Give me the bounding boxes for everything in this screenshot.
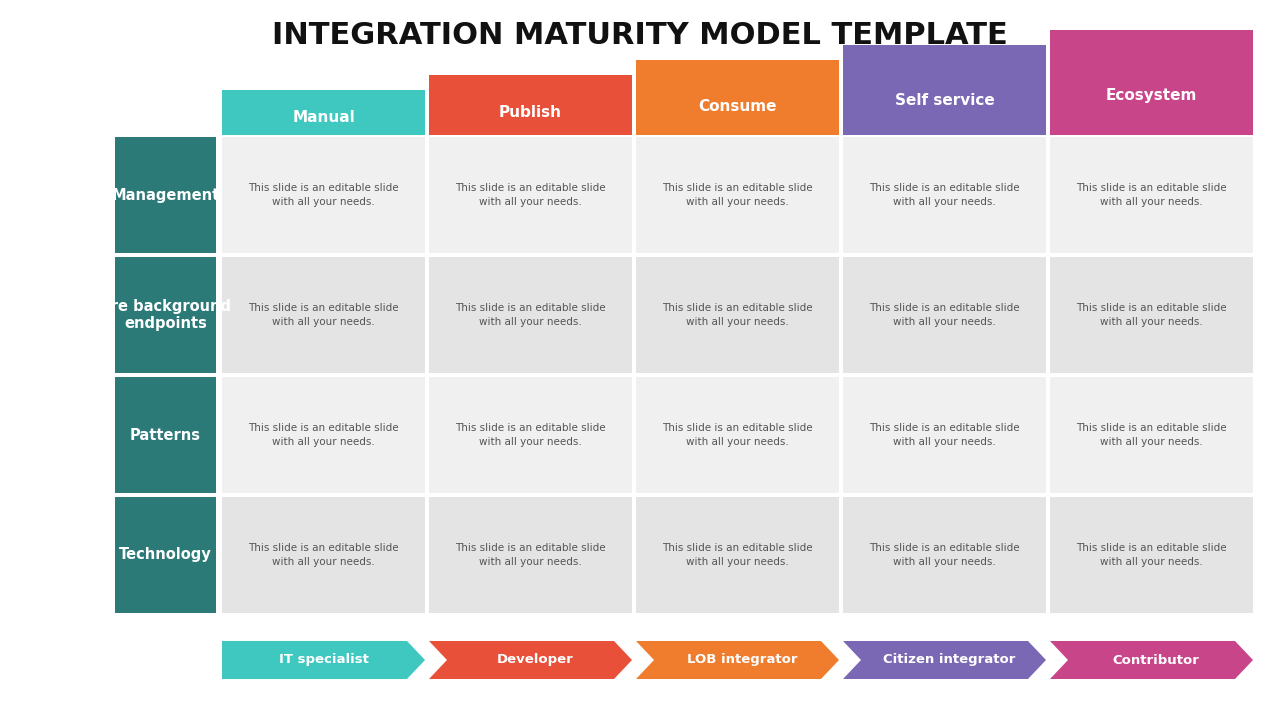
Text: Citizen integrator: Citizen integrator bbox=[883, 654, 1015, 667]
Text: This slide is an editable slide
with all your needs.: This slide is an editable slide with all… bbox=[456, 303, 605, 327]
FancyBboxPatch shape bbox=[636, 60, 838, 135]
FancyBboxPatch shape bbox=[115, 497, 216, 613]
Text: Self service: Self service bbox=[895, 94, 995, 108]
FancyBboxPatch shape bbox=[844, 45, 1046, 135]
FancyBboxPatch shape bbox=[115, 257, 216, 373]
Text: This slide is an editable slide
with all your needs.: This slide is an editable slide with all… bbox=[1076, 183, 1226, 207]
FancyBboxPatch shape bbox=[221, 377, 425, 493]
Text: INTEGRATION MATURITY MODEL TEMPLATE: INTEGRATION MATURITY MODEL TEMPLATE bbox=[273, 20, 1007, 50]
FancyBboxPatch shape bbox=[844, 377, 1046, 493]
Text: This slide is an editable slide
with all your needs.: This slide is an editable slide with all… bbox=[662, 303, 813, 327]
FancyBboxPatch shape bbox=[429, 497, 632, 613]
Text: Consume: Consume bbox=[699, 99, 777, 114]
Text: Publish: Publish bbox=[499, 104, 562, 120]
Text: This slide is an editable slide
with all your needs.: This slide is an editable slide with all… bbox=[456, 543, 605, 567]
Text: This slide is an editable slide
with all your needs.: This slide is an editable slide with all… bbox=[662, 183, 813, 207]
Text: Patterns: Patterns bbox=[131, 428, 201, 443]
Text: This slide is an editable slide
with all your needs.: This slide is an editable slide with all… bbox=[869, 543, 1020, 567]
FancyBboxPatch shape bbox=[221, 497, 425, 613]
Text: Pre background
endpoints: Pre background endpoints bbox=[100, 299, 230, 331]
Text: This slide is an editable slide
with all your needs.: This slide is an editable slide with all… bbox=[1076, 303, 1226, 327]
Text: LOB integrator: LOB integrator bbox=[687, 654, 797, 667]
Polygon shape bbox=[1050, 641, 1253, 679]
Text: This slide is an editable slide
with all your needs.: This slide is an editable slide with all… bbox=[662, 543, 813, 567]
Text: IT specialist: IT specialist bbox=[279, 654, 369, 667]
FancyBboxPatch shape bbox=[429, 75, 632, 135]
Text: This slide is an editable slide
with all your needs.: This slide is an editable slide with all… bbox=[248, 543, 399, 567]
FancyBboxPatch shape bbox=[429, 257, 632, 373]
Text: Contributor: Contributor bbox=[1112, 654, 1199, 667]
Polygon shape bbox=[221, 641, 425, 679]
Text: This slide is an editable slide
with all your needs.: This slide is an editable slide with all… bbox=[1076, 543, 1226, 567]
FancyBboxPatch shape bbox=[115, 377, 216, 493]
Text: Management: Management bbox=[111, 187, 220, 202]
Text: Ecosystem: Ecosystem bbox=[1106, 88, 1197, 103]
Polygon shape bbox=[429, 641, 632, 679]
Text: This slide is an editable slide
with all your needs.: This slide is an editable slide with all… bbox=[1076, 423, 1226, 447]
FancyBboxPatch shape bbox=[844, 257, 1046, 373]
FancyBboxPatch shape bbox=[636, 497, 838, 613]
FancyBboxPatch shape bbox=[1050, 377, 1253, 493]
Text: This slide is an editable slide
with all your needs.: This slide is an editable slide with all… bbox=[248, 183, 399, 207]
FancyBboxPatch shape bbox=[844, 497, 1046, 613]
Text: This slide is an editable slide
with all your needs.: This slide is an editable slide with all… bbox=[662, 423, 813, 447]
Text: This slide is an editable slide
with all your needs.: This slide is an editable slide with all… bbox=[869, 303, 1020, 327]
Text: This slide is an editable slide
with all your needs.: This slide is an editable slide with all… bbox=[869, 423, 1020, 447]
FancyBboxPatch shape bbox=[844, 137, 1046, 253]
Polygon shape bbox=[844, 641, 1046, 679]
Text: This slide is an editable slide
with all your needs.: This slide is an editable slide with all… bbox=[869, 183, 1020, 207]
Polygon shape bbox=[636, 641, 838, 679]
FancyBboxPatch shape bbox=[636, 257, 838, 373]
FancyBboxPatch shape bbox=[115, 137, 216, 253]
Text: This slide is an editable slide
with all your needs.: This slide is an editable slide with all… bbox=[248, 423, 399, 447]
FancyBboxPatch shape bbox=[1050, 257, 1253, 373]
Text: Technology: Technology bbox=[119, 547, 212, 562]
FancyBboxPatch shape bbox=[1050, 30, 1253, 135]
Text: This slide is an editable slide
with all your needs.: This slide is an editable slide with all… bbox=[456, 183, 605, 207]
FancyBboxPatch shape bbox=[636, 137, 838, 253]
Text: Developer: Developer bbox=[497, 654, 573, 667]
FancyBboxPatch shape bbox=[221, 90, 425, 135]
FancyBboxPatch shape bbox=[221, 257, 425, 373]
Text: This slide is an editable slide
with all your needs.: This slide is an editable slide with all… bbox=[456, 423, 605, 447]
FancyBboxPatch shape bbox=[429, 137, 632, 253]
FancyBboxPatch shape bbox=[221, 137, 425, 253]
Text: This slide is an editable slide
with all your needs.: This slide is an editable slide with all… bbox=[248, 303, 399, 327]
FancyBboxPatch shape bbox=[1050, 497, 1253, 613]
FancyBboxPatch shape bbox=[636, 377, 838, 493]
FancyBboxPatch shape bbox=[1050, 137, 1253, 253]
Text: Manual: Manual bbox=[292, 110, 355, 125]
FancyBboxPatch shape bbox=[429, 377, 632, 493]
